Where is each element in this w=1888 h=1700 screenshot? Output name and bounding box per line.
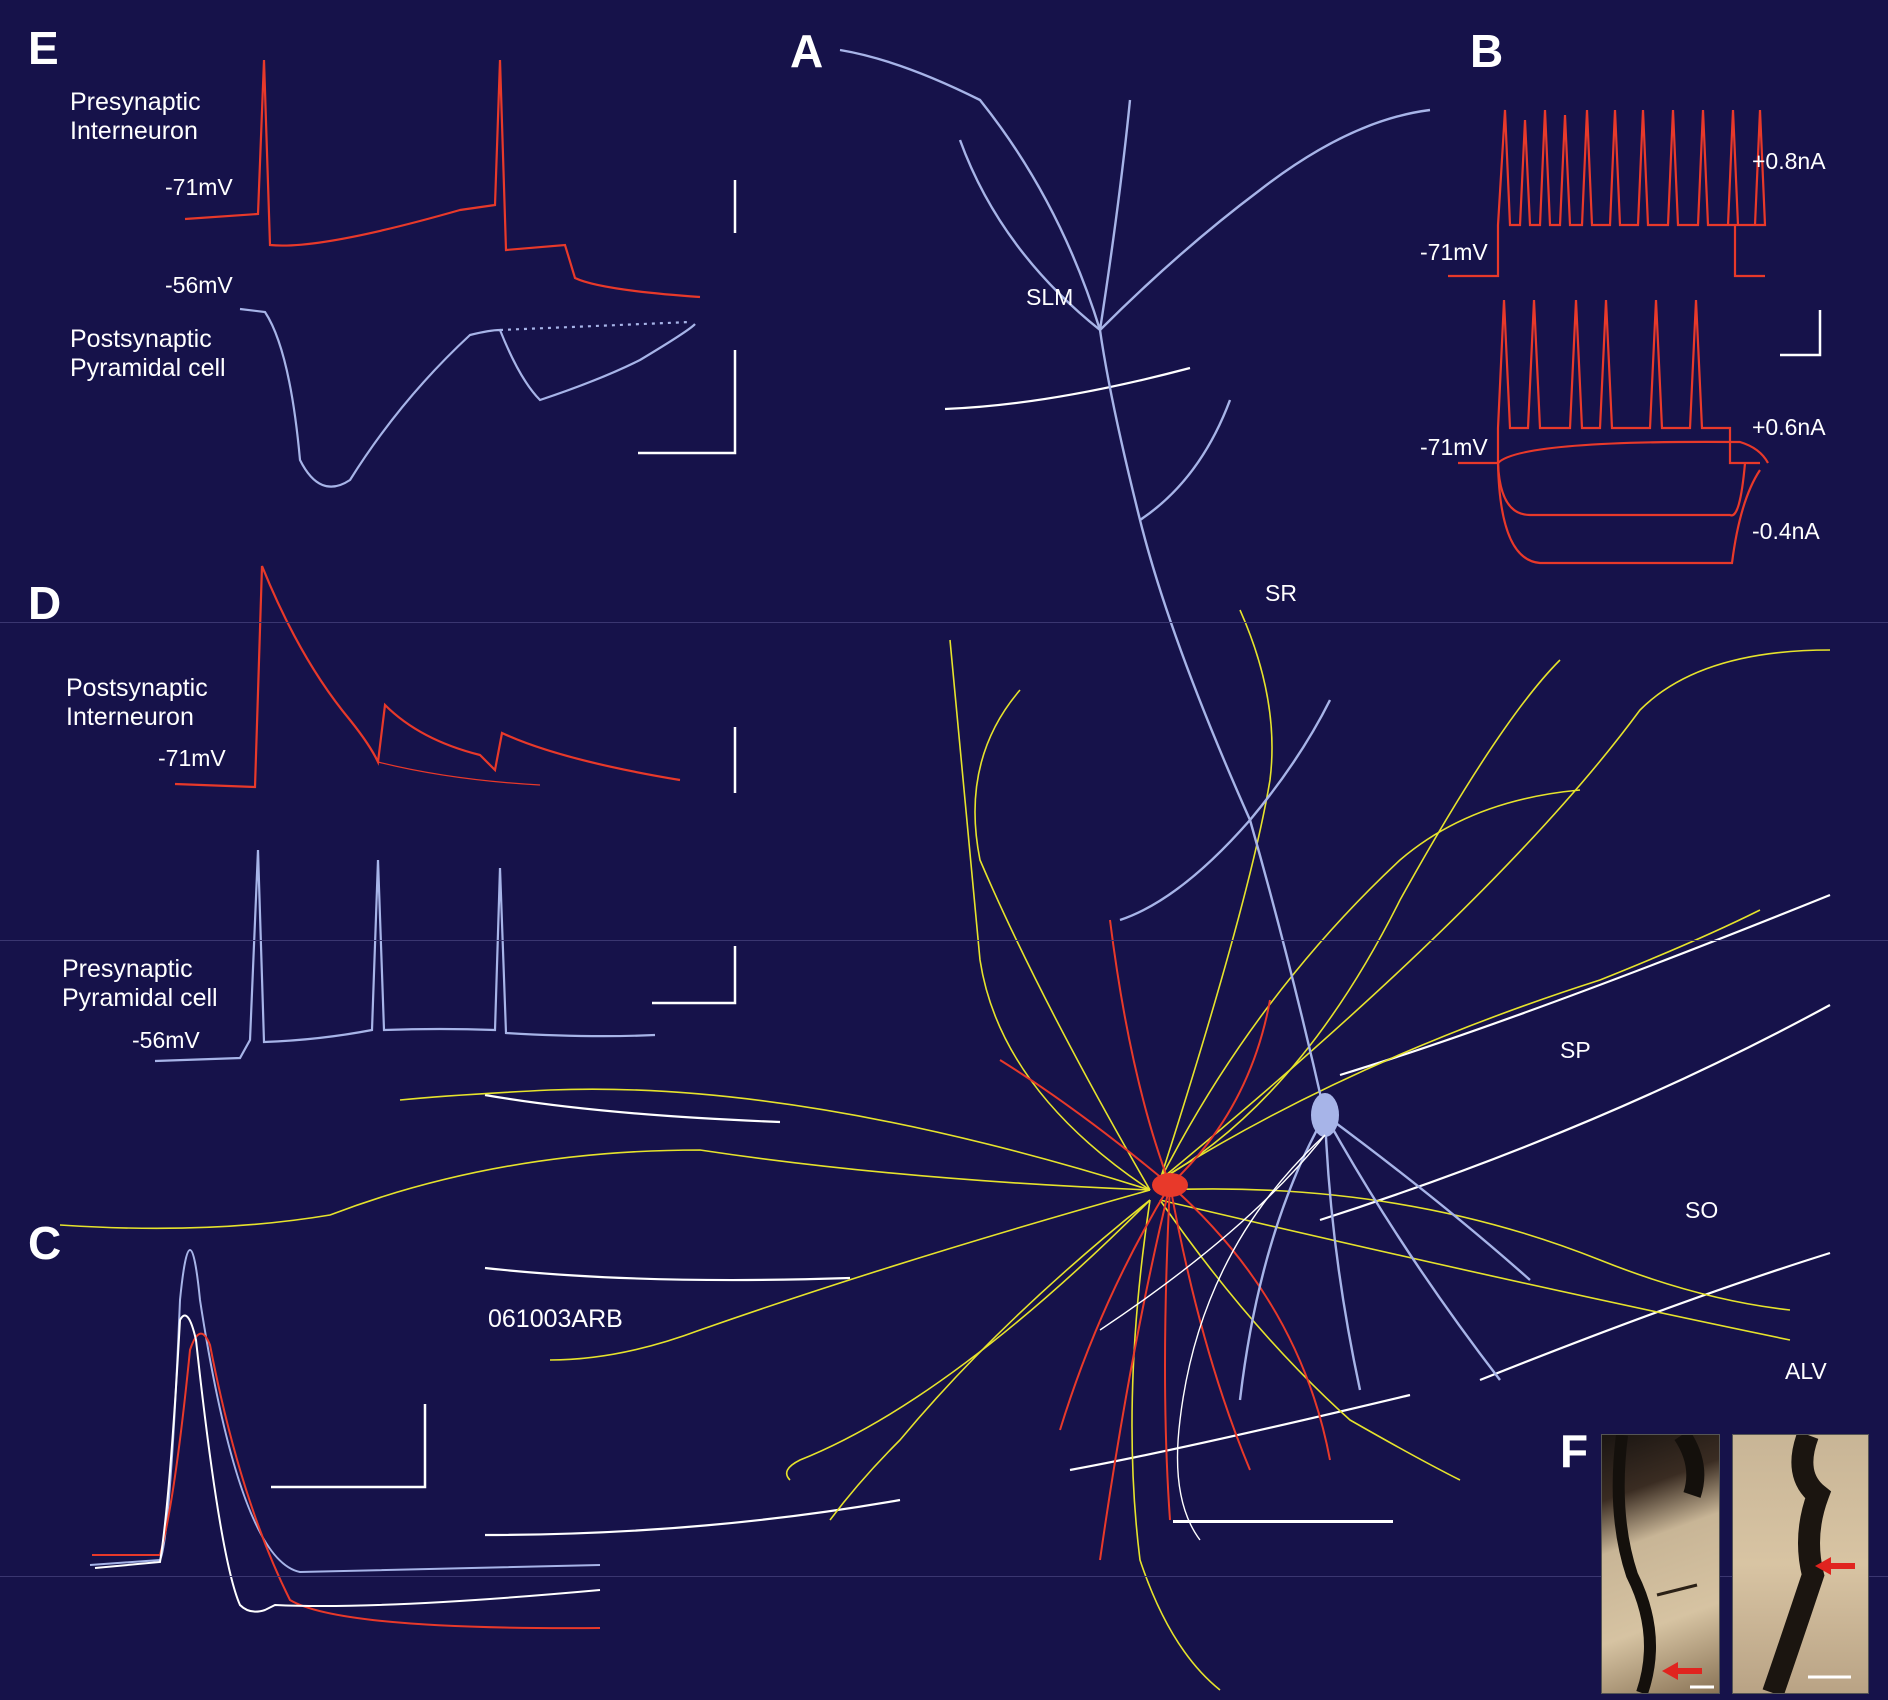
layer-label-slm: SLM bbox=[1026, 284, 1074, 310]
panel-letter-b: B bbox=[1470, 25, 1504, 77]
layer-label-so: SO bbox=[1685, 1197, 1719, 1223]
micrograph-2-art bbox=[1762, 1435, 1855, 1693]
e-postsynaptic-label-line-1: Postsynaptic bbox=[70, 325, 212, 353]
panel-d-scale-bars bbox=[652, 727, 737, 1005]
panel-c-traces bbox=[89, 1249, 601, 1630]
panel-c-scale-bar bbox=[271, 1404, 427, 1489]
b-current-plus-0-6: +0.6nA bbox=[1752, 414, 1826, 440]
interneuron-soma bbox=[1152, 1173, 1188, 1197]
divider bbox=[0, 940, 1888, 941]
layer-label-sr: SR bbox=[1265, 580, 1297, 606]
e-postsynaptic-trace bbox=[239, 307, 696, 488]
trace-hyper bbox=[1496, 462, 1761, 565]
panel-e-scale-bars bbox=[638, 180, 737, 455]
divider bbox=[0, 1576, 1888, 1577]
panel-b-traces bbox=[1448, 109, 1769, 565]
pyramidal-axon bbox=[1099, 1134, 1326, 1541]
panel-d-traces bbox=[154, 565, 681, 1063]
e-presynaptic-trace bbox=[184, 59, 701, 299]
cell-id-label: 061003ARB bbox=[488, 1305, 623, 1333]
d-postsynaptic-label: Postsynaptic Interneuron bbox=[66, 674, 208, 732]
d-postsynaptic-trace bbox=[174, 565, 681, 789]
panel-letter-c: C bbox=[28, 1217, 62, 1269]
panel-f-micrograph-2 bbox=[1732, 1434, 1869, 1694]
sp-lower-boundary bbox=[484, 1004, 1831, 1282]
d-presynaptic-label-line-1: Presynaptic bbox=[62, 955, 193, 983]
e-postsynaptic-label-line-2: Pyramidal cell bbox=[70, 353, 226, 382]
divider bbox=[0, 622, 1888, 623]
d-post-resting-potential: -71mV bbox=[158, 745, 226, 771]
e-presynaptic-label-line-2: Interneuron bbox=[70, 116, 198, 145]
d-presynaptic-trace bbox=[154, 849, 656, 1063]
pyramidal-cell-dendrites bbox=[839, 48, 1531, 1401]
c-pyramidal-trace bbox=[89, 1249, 601, 1574]
interneuron-axon bbox=[59, 609, 1831, 1691]
b-resting-potential-2: -71mV bbox=[1420, 434, 1488, 460]
panel-a-scale-bar bbox=[1173, 1520, 1393, 1523]
e-baseline bbox=[499, 320, 691, 332]
sp-upper-boundary bbox=[484, 893, 1831, 1124]
e-presynaptic-label: Presynaptic Interneuron bbox=[70, 88, 201, 146]
d-postsynaptic-label-line-2: Interneuron bbox=[66, 702, 194, 731]
trace-minus-0-4na bbox=[1496, 462, 1747, 517]
panel-letter-d: D bbox=[28, 577, 62, 629]
micrograph-1-art bbox=[1612, 1435, 1714, 1693]
b-resting-potential-1: -71mV bbox=[1420, 239, 1488, 265]
pyramidal-soma bbox=[1311, 1093, 1339, 1137]
panel-e-traces bbox=[184, 59, 701, 488]
e-postsynaptic-label: Postsynaptic Pyramidal cell bbox=[70, 325, 226, 383]
trace-plus-0-6na bbox=[1458, 299, 1760, 465]
alv-boundary bbox=[484, 1393, 1411, 1537]
slm-boundary bbox=[944, 366, 1191, 411]
interneuron-dendrites bbox=[999, 919, 1331, 1561]
c-other-trace bbox=[94, 1314, 601, 1613]
trace-0na bbox=[1497, 440, 1769, 464]
panel-b-scale-bars bbox=[1780, 310, 1822, 357]
e-post-resting-potential: -56mV bbox=[165, 272, 233, 298]
layer-label-alv: ALV bbox=[1785, 1358, 1827, 1384]
d-presynaptic-label-line-2: Pyramidal cell bbox=[62, 983, 218, 1012]
b-current-minus-0-4: -0.4nA bbox=[1752, 518, 1820, 544]
c-interneuron-trace bbox=[92, 1332, 601, 1630]
panel-letter-f: F bbox=[1560, 1425, 1589, 1477]
b-current-plus-0-8: +0.8nA bbox=[1752, 148, 1826, 174]
trace-plus-0-8na bbox=[1448, 109, 1767, 278]
layer-boundaries bbox=[484, 366, 1831, 1537]
e-pre-resting-potential: -71mV bbox=[165, 174, 233, 200]
d-presynaptic-label: Presynaptic Pyramidal cell bbox=[62, 955, 218, 1013]
panel-letter-e: E bbox=[28, 22, 59, 74]
d-postsynaptic-label-line-1: Postsynaptic bbox=[66, 674, 208, 702]
layer-label-sp: SP bbox=[1560, 1037, 1591, 1063]
so-boundary bbox=[1479, 1251, 1831, 1382]
d-postsynaptic-decay bbox=[377, 761, 541, 786]
d-pre-resting-potential: -56mV bbox=[132, 1027, 200, 1053]
panel-f-micrograph-1 bbox=[1601, 1434, 1720, 1694]
panel-letter-a: A bbox=[790, 25, 824, 77]
e-presynaptic-label-line-1: Presynaptic bbox=[70, 88, 201, 116]
